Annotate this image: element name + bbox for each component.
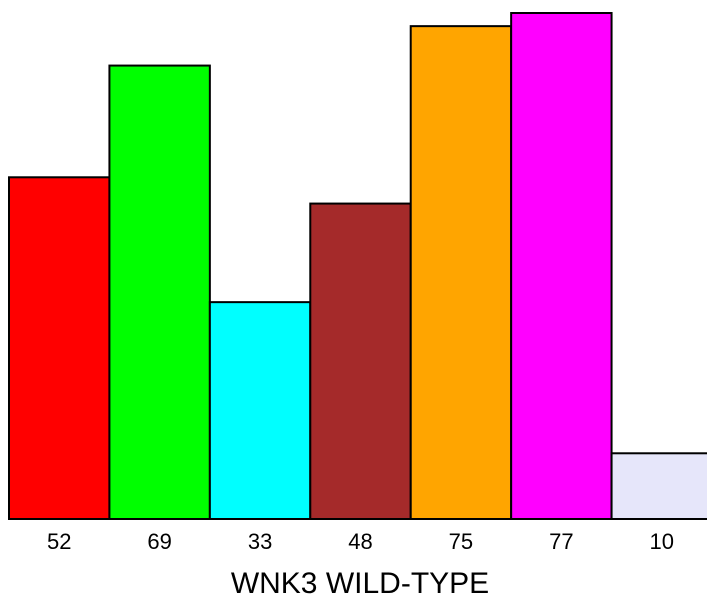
x-tick-label: 75 bbox=[449, 529, 473, 554]
bar-48 bbox=[309, 202, 412, 520]
x-tick-label: 33 bbox=[248, 529, 272, 554]
x-tick-label: 69 bbox=[147, 529, 171, 554]
bar-52 bbox=[8, 176, 111, 521]
x-tick-label: 52 bbox=[47, 529, 71, 554]
bar-33 bbox=[208, 301, 312, 520]
bar-75 bbox=[409, 25, 513, 521]
x-tick-label: 77 bbox=[549, 529, 573, 554]
bar-10 bbox=[610, 452, 707, 520]
bar-77 bbox=[510, 12, 613, 520]
bars-layer bbox=[8, 12, 707, 521]
bar-69 bbox=[108, 64, 211, 520]
x-tick-label: 10 bbox=[650, 529, 674, 554]
x-tick-label: 48 bbox=[348, 529, 372, 554]
x-tick-labels: 52 69 33 48 75 77 10 bbox=[47, 529, 674, 554]
x-axis-title: WNK3 WILD-TYPE bbox=[231, 567, 489, 600]
